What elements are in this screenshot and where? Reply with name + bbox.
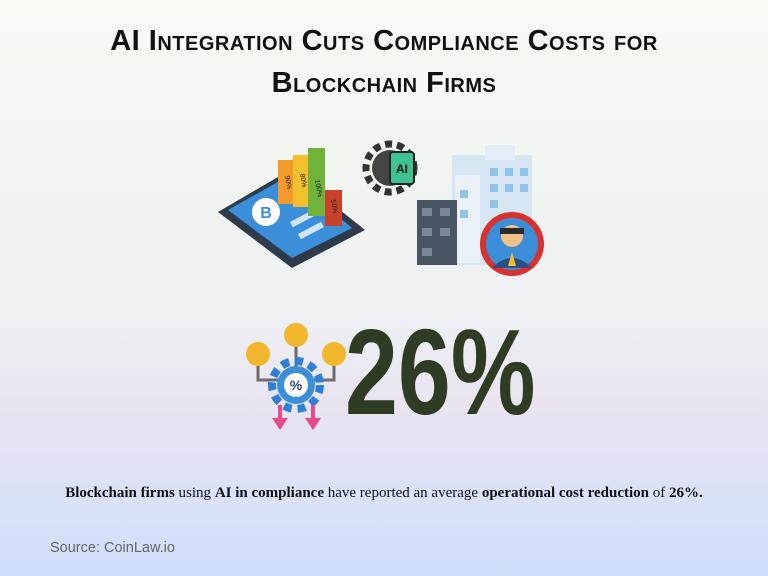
chip-label: AI — [396, 162, 408, 176]
ai-chip-icon: AI — [362, 140, 418, 196]
bar-label: 90% — [283, 175, 292, 190]
tablet-icon: B 90% 80% 100% 50% — [218, 148, 365, 268]
cost-gear-icon: % — [246, 323, 346, 430]
desc-text: have reported an average — [323, 485, 482, 501]
desc-bold: Blockchain firms — [65, 485, 175, 501]
bar-label: 50% — [329, 199, 338, 214]
statistic: 26% — [345, 304, 536, 440]
desc-bold: AI in compliance — [214, 485, 324, 501]
desc-bold: 26%. — [669, 485, 703, 501]
description: Blockchain firms using AI in compliance … — [44, 482, 724, 504]
desc-text: of — [649, 485, 670, 501]
desc-bold: operational cost reduction — [481, 485, 650, 501]
buildings-icon — [417, 145, 544, 276]
bar-label: 80% — [298, 173, 307, 188]
bar-label: 100% — [313, 179, 323, 198]
source: Source: CoinLaw.io — [50, 540, 175, 556]
title: AI Integration Cuts Compliance Costs for… — [110, 25, 658, 99]
tablet-symbol: B — [260, 205, 272, 222]
gear-symbol: % — [290, 377, 303, 393]
desc-text: using — [174, 485, 215, 501]
